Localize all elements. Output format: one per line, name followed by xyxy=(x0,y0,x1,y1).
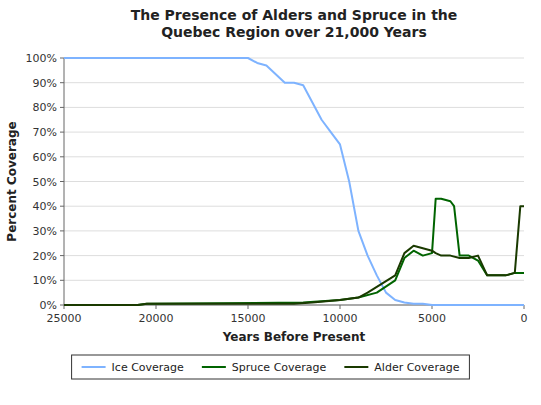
lines xyxy=(64,58,524,305)
y-axis xyxy=(64,58,65,305)
legend-label: Alder Coverage xyxy=(374,361,459,374)
grid-line xyxy=(64,280,524,281)
legend: Ice Coverage Spruce Coverage Alder Coverag… xyxy=(72,355,470,379)
grid xyxy=(64,58,524,305)
x-axis-label: Years Before Present xyxy=(222,330,366,344)
y-tick xyxy=(60,58,64,59)
legend-box xyxy=(72,355,470,379)
y-tick-label: 50% xyxy=(33,176,57,189)
series-line xyxy=(64,199,524,305)
grid-line xyxy=(64,230,524,231)
x-tick xyxy=(156,305,157,309)
y-tick xyxy=(60,280,64,281)
y-tick xyxy=(60,206,64,207)
chart: The Presence of Alders and Spruce in the… xyxy=(0,0,541,405)
y-tick xyxy=(60,305,64,306)
x-tick xyxy=(248,305,249,309)
legend-swatch xyxy=(344,366,368,368)
x-tick-label: 10000 xyxy=(323,312,358,325)
y-tick-label: 90% xyxy=(33,77,57,90)
y-axis-label: Percent Coverage xyxy=(5,121,19,241)
title: The Presence of Alders and Spruce in the… xyxy=(131,7,458,40)
legend-swatch xyxy=(82,366,106,368)
grid-line xyxy=(64,156,524,157)
series-line xyxy=(64,206,524,305)
y-tick xyxy=(60,255,64,256)
y-tick-label: 80% xyxy=(33,101,57,114)
y-tick-label: 60% xyxy=(33,151,57,164)
x-tick-label: 20000 xyxy=(139,312,174,325)
x-tick-label: 5000 xyxy=(418,312,446,325)
y-tick xyxy=(60,132,64,133)
x-tick-label: 15000 xyxy=(231,312,266,325)
grid-line xyxy=(64,132,524,133)
y-tick-label: 0% xyxy=(40,299,57,312)
y-tick xyxy=(60,156,64,157)
grid-line xyxy=(64,107,524,108)
y-tick-label: 30% xyxy=(33,225,57,238)
x-tick xyxy=(340,305,341,309)
y-tick xyxy=(60,82,64,83)
x-tick-label: 25000 xyxy=(47,312,82,325)
y-tick-label: 70% xyxy=(33,126,57,139)
y-tick-label: 40% xyxy=(33,200,57,213)
legend-label: Spruce Coverage xyxy=(232,361,327,374)
y-tick xyxy=(60,181,64,182)
y-tick-label: 20% xyxy=(33,250,57,263)
y-tick-label: 10% xyxy=(33,274,57,287)
series-line xyxy=(64,58,524,305)
x-tick-label: 0 xyxy=(521,312,528,325)
grid-line xyxy=(64,181,524,182)
legend-label: Ice Coverage xyxy=(112,361,184,374)
legend-swatch xyxy=(202,366,226,368)
y-tick xyxy=(60,230,64,231)
y-tick xyxy=(60,107,64,108)
y-tick-label: 100% xyxy=(26,52,57,65)
